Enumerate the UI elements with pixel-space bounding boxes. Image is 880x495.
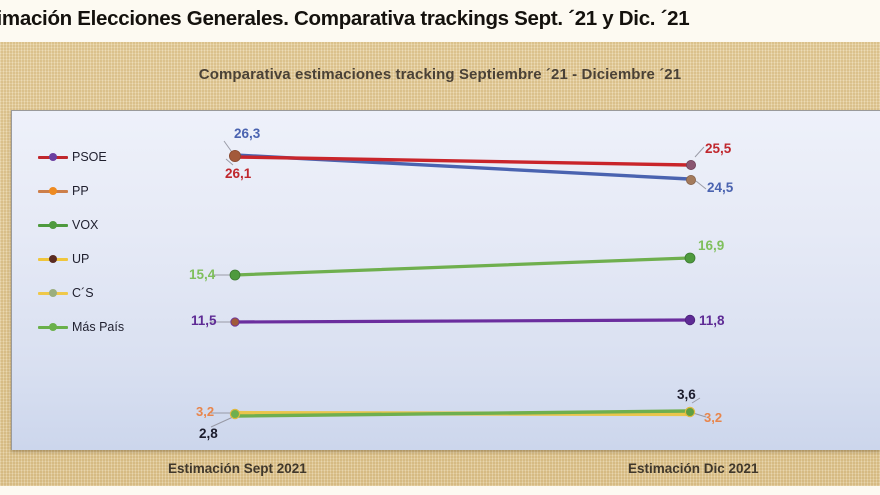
value-label-up-right: 11,8 bbox=[699, 313, 725, 328]
page-title: timación Elecciones Generales. Comparati… bbox=[0, 7, 690, 30]
legend-swatch-pp bbox=[38, 185, 68, 197]
value-label-maspais-left: 2,8 bbox=[199, 426, 218, 441]
value-label-cs-left: 3,2 bbox=[196, 404, 215, 419]
axis-label-dic-2021: Estimación Dic 2021 bbox=[628, 461, 759, 476]
series-line-up bbox=[233, 318, 691, 324]
data-point-markers bbox=[228, 150, 697, 420]
value-label-cs-right: 3,2 bbox=[704, 410, 723, 425]
legend-item-up[interactable]: UP bbox=[38, 242, 168, 276]
header-band: timación Elecciones Generales. Comparati… bbox=[0, 0, 880, 42]
chart-subtitle: Comparativa estimaciones tracking Septie… bbox=[198, 66, 682, 83]
value-label-pp-right: 24,5 bbox=[707, 180, 734, 195]
value-label-psoe-left: 26,1 bbox=[225, 166, 252, 181]
legend-item-cs[interactable]: C´S bbox=[38, 276, 168, 310]
value-label-up-left: 11,5 bbox=[191, 313, 217, 328]
legend-label-maspais: Más País bbox=[72, 320, 125, 334]
value-label-vox-right: 16,9 bbox=[698, 238, 725, 253]
axis-label-sept-2021: Estimación Sept 2021 bbox=[168, 461, 307, 476]
value-label-maspais-right: 3,6 bbox=[677, 387, 696, 402]
chart-lines-svg bbox=[210, 140, 707, 428]
legend-label-cs: C´S bbox=[72, 286, 94, 300]
callout-leader-lines bbox=[210, 140, 707, 428]
plot-area bbox=[11, 110, 880, 450]
slide-footer-strip bbox=[0, 486, 880, 495]
legend-swatch-cs bbox=[38, 287, 68, 299]
legend-swatch-psoe bbox=[38, 151, 68, 163]
value-label-psoe-right: 25,5 bbox=[705, 141, 732, 156]
legend-item-psoe[interactable]: PSOE bbox=[38, 140, 168, 174]
legend-swatch-vox bbox=[38, 219, 68, 231]
series-line-psoe bbox=[233, 155, 691, 167]
legend-label-psoe: PSOE bbox=[72, 150, 107, 164]
value-label-pp-left: 26,3 bbox=[234, 126, 261, 141]
series-line-vox bbox=[233, 256, 691, 277]
legend-item-maspais[interactable]: Más País bbox=[38, 310, 168, 344]
legend-label-up: UP bbox=[72, 252, 90, 266]
legend-item-pp[interactable]: PP bbox=[38, 174, 168, 208]
legend-swatch-maspais bbox=[38, 321, 68, 333]
legend-item-vox[interactable]: VOX bbox=[38, 208, 168, 242]
chart-legend: PSOE PP VOX UP bbox=[38, 140, 168, 344]
series-line-maspais bbox=[233, 409, 691, 418]
legend-swatch-up bbox=[38, 253, 68, 265]
legend-label-pp: PP bbox=[72, 184, 89, 198]
legend-label-vox: VOX bbox=[72, 218, 99, 232]
value-label-vox-left: 15,4 bbox=[189, 267, 216, 282]
